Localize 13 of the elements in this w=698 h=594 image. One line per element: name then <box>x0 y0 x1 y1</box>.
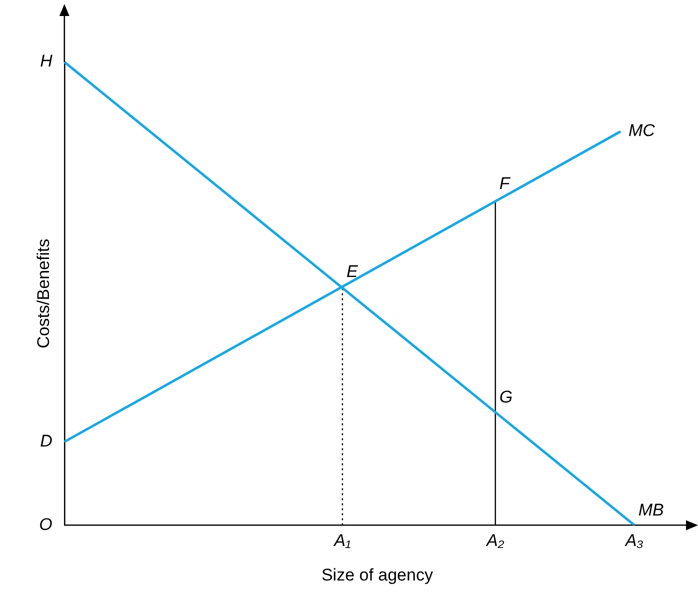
series-label: MB <box>638 500 664 520</box>
x-tick-label: A₂ <box>485 531 505 550</box>
text: D <box>40 432 52 451</box>
annotation: F <box>499 174 512 194</box>
x-axis-title: Size of agency <box>321 565 434 584</box>
annotation: E <box>346 262 358 282</box>
x-tick-label: A₃ <box>624 531 644 550</box>
series-label: MC <box>628 121 656 140</box>
text: O <box>39 514 52 534</box>
x-tick-label: A₁ <box>333 531 351 550</box>
text: H <box>40 52 54 71</box>
annotation: G <box>499 387 513 406</box>
y-axis-title: Costs/Benefits <box>34 238 53 348</box>
